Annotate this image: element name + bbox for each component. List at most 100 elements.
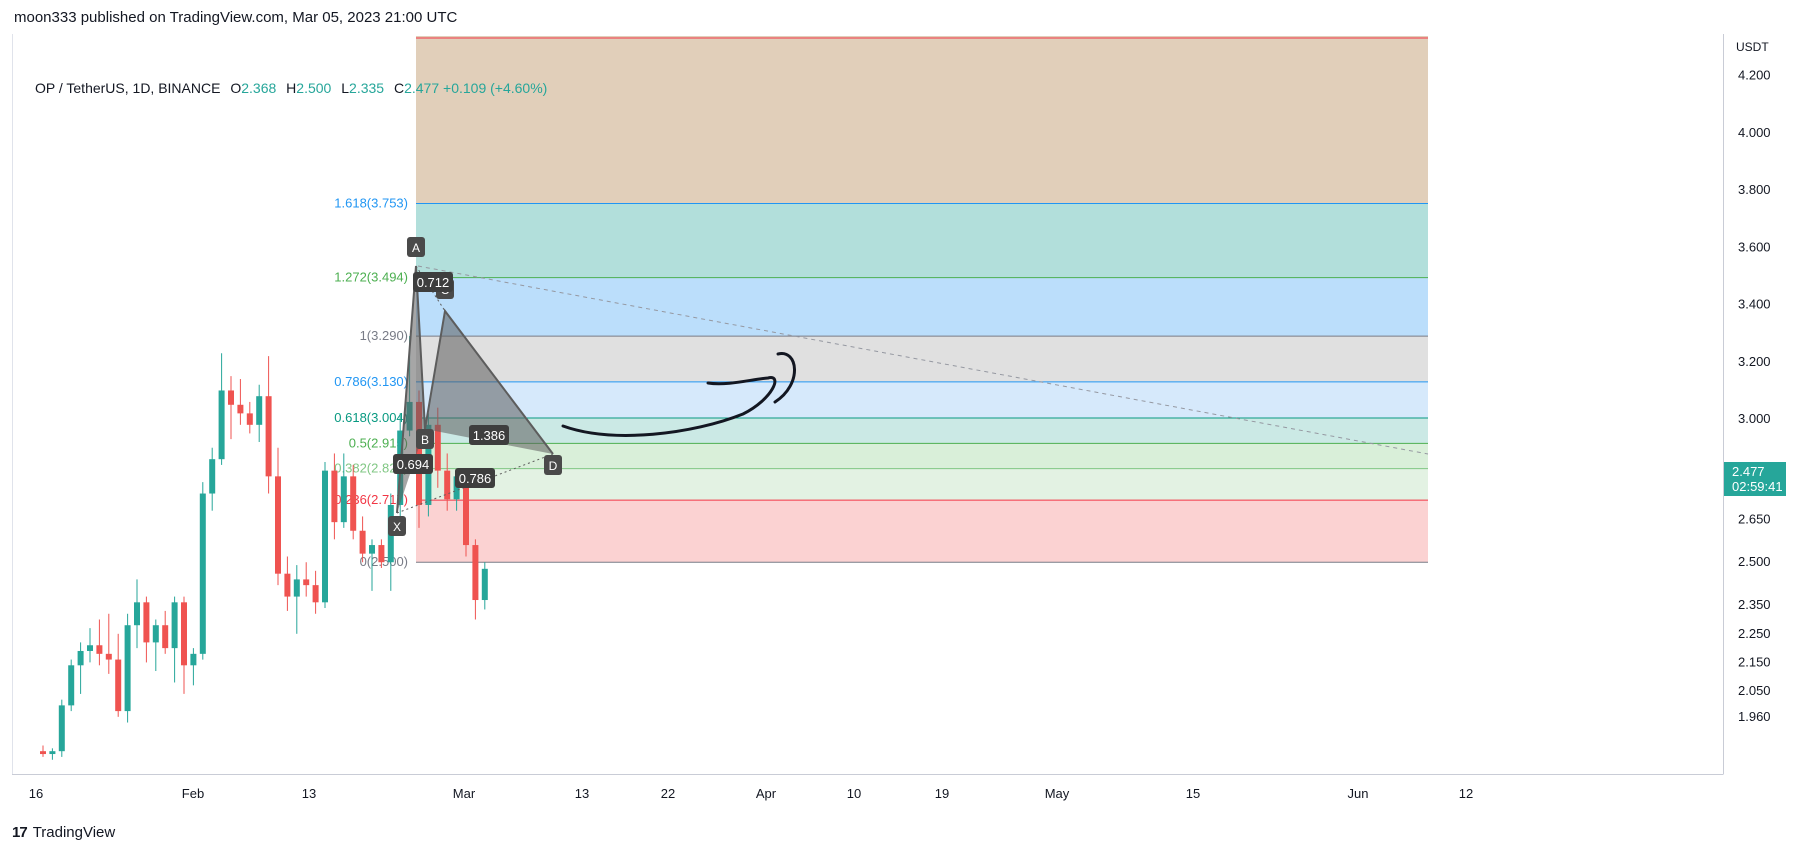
pattern-ratio: 1.386	[473, 428, 506, 443]
candle-body	[472, 545, 479, 601]
fib-label: 1(3.290)	[360, 328, 408, 343]
candle-body	[40, 751, 46, 755]
close-value: 2.477	[404, 80, 440, 96]
change-value: +0.109 (+4.60%)	[443, 80, 548, 96]
time-tick: 12	[1459, 786, 1473, 801]
candle-body	[237, 404, 244, 414]
fib-label: 0.5(2.915)	[349, 435, 408, 450]
price-tick: 2.050	[1738, 683, 1771, 698]
candle-body	[256, 396, 263, 425]
candle-body	[134, 602, 140, 626]
pattern-ratio-box	[455, 468, 495, 488]
fib-label: 0.382(2.827)	[334, 461, 408, 476]
price-tick: 3.200	[1738, 354, 1771, 369]
time-tick: 19	[935, 786, 949, 801]
time-tick: Mar	[453, 786, 476, 801]
pattern-point-label: A	[412, 241, 420, 255]
time-tick: Feb	[182, 786, 204, 801]
open-value: 2.368	[241, 80, 277, 96]
pattern-point-box	[416, 429, 434, 449]
price-tick: 4.000	[1738, 125, 1771, 140]
pattern-point-box	[388, 516, 406, 536]
candle-body	[105, 653, 112, 660]
fib-label: 1.618(3.753)	[334, 196, 408, 211]
candle-body	[96, 645, 103, 654]
price-tick: 3.800	[1738, 182, 1771, 197]
candle-body	[350, 476, 357, 531]
time-tick-labels: 16 Feb 13 Mar 13 22 Apr 10 19 May 15 Jun 12	[29, 786, 1473, 801]
price-chart[interactable]: 1.618(3.753) 1.272(3.494) 1(3.290) 0.786(3.…	[13, 34, 1724, 774]
candle-body	[453, 476, 460, 500]
time-tick: May	[1045, 786, 1070, 801]
candle-body	[124, 625, 131, 712]
candle-body	[322, 470, 328, 603]
fib-label: 0.618(3.004)	[334, 410, 408, 425]
pattern-point-box	[407, 237, 425, 257]
candle-body	[171, 602, 178, 649]
time-tick: 15	[1186, 786, 1200, 801]
price-tick: 3.400	[1738, 297, 1771, 312]
last-price-value: 2.477	[1732, 464, 1765, 479]
fib-zone	[416, 336, 1428, 382]
high-value: 2.500	[296, 80, 332, 96]
candle-body	[115, 659, 122, 712]
chart-pane[interactable]: 1.618(3.753) 1.272(3.494) 1(3.290) 0.786(3.…	[12, 34, 1724, 775]
low-value: 2.335	[349, 80, 385, 96]
candle-body	[463, 476, 469, 546]
candle-body	[265, 396, 272, 477]
price-tick: 2.350	[1738, 597, 1771, 612]
price-axis[interactable]: USDT 4.200 4.000 3.800 3.600 3.400 3.200 3.000…	[1723, 34, 1804, 774]
currency-label: USDT	[1736, 40, 1769, 54]
fib-zone	[416, 500, 1428, 563]
close-label: C	[393, 80, 405, 96]
fib-zone	[416, 468, 1428, 501]
time-axis[interactable]: 16 Feb 13 Mar 13 22 Apr 10 19 May 15 Jun 12	[12, 774, 1723, 811]
high-label: H	[286, 80, 297, 96]
candle-body	[68, 665, 75, 706]
candle-body	[312, 585, 319, 603]
price-tick: 3.600	[1738, 239, 1771, 254]
price-tick: 1.960	[1738, 709, 1771, 724]
fib-zone	[416, 417, 1428, 444]
candle-body	[303, 579, 310, 586]
fib-zone-top	[416, 36, 1428, 204]
open-label: O	[230, 80, 242, 96]
pattern-point-box	[544, 455, 562, 475]
pattern-ratio-box	[393, 454, 433, 474]
candle-body	[275, 476, 281, 574]
pattern-ratio: 0.694	[397, 457, 430, 472]
pattern-ratio-box	[413, 272, 453, 292]
candle-body	[284, 573, 291, 597]
pattern-point-label: B	[421, 433, 429, 447]
low-label: L	[341, 80, 350, 96]
fib-zone	[416, 443, 1428, 469]
hand-drawn-arrow	[561, 352, 796, 437]
time-tick: 10	[847, 786, 861, 801]
candle-body	[199, 493, 206, 654]
time-tick: 13	[575, 786, 589, 801]
candle-body	[359, 530, 366, 554]
candle-body	[77, 650, 84, 666]
price-tick: 2.500	[1738, 554, 1771, 569]
candle-body	[434, 424, 441, 471]
fib-zone	[416, 203, 1428, 278]
time-tick: 13	[302, 786, 316, 801]
price-tick: 3.000	[1738, 411, 1771, 426]
candle-body	[416, 401, 422, 505]
price-tick: 2.650	[1738, 511, 1771, 526]
candle-body	[481, 568, 488, 601]
fib-label: 1.272(3.494)	[334, 270, 408, 285]
price-tick: 2.250	[1738, 626, 1771, 641]
pattern-ratio-box	[469, 425, 509, 445]
brand-name[interactable]: TradingView	[32, 824, 116, 841]
tradingview-logo-icon: 17	[12, 824, 28, 841]
candle-body	[331, 470, 338, 523]
candle-body	[143, 602, 150, 643]
pattern-triangle-xab	[397, 266, 425, 513]
symbol-title[interactable]: OP / TetherUS, 1D, BINANCE	[35, 80, 221, 96]
pattern-ratio: 0.712	[417, 275, 450, 290]
pattern-point-label: X	[393, 520, 401, 534]
candle-body	[444, 470, 451, 500]
candle-body	[190, 653, 197, 666]
